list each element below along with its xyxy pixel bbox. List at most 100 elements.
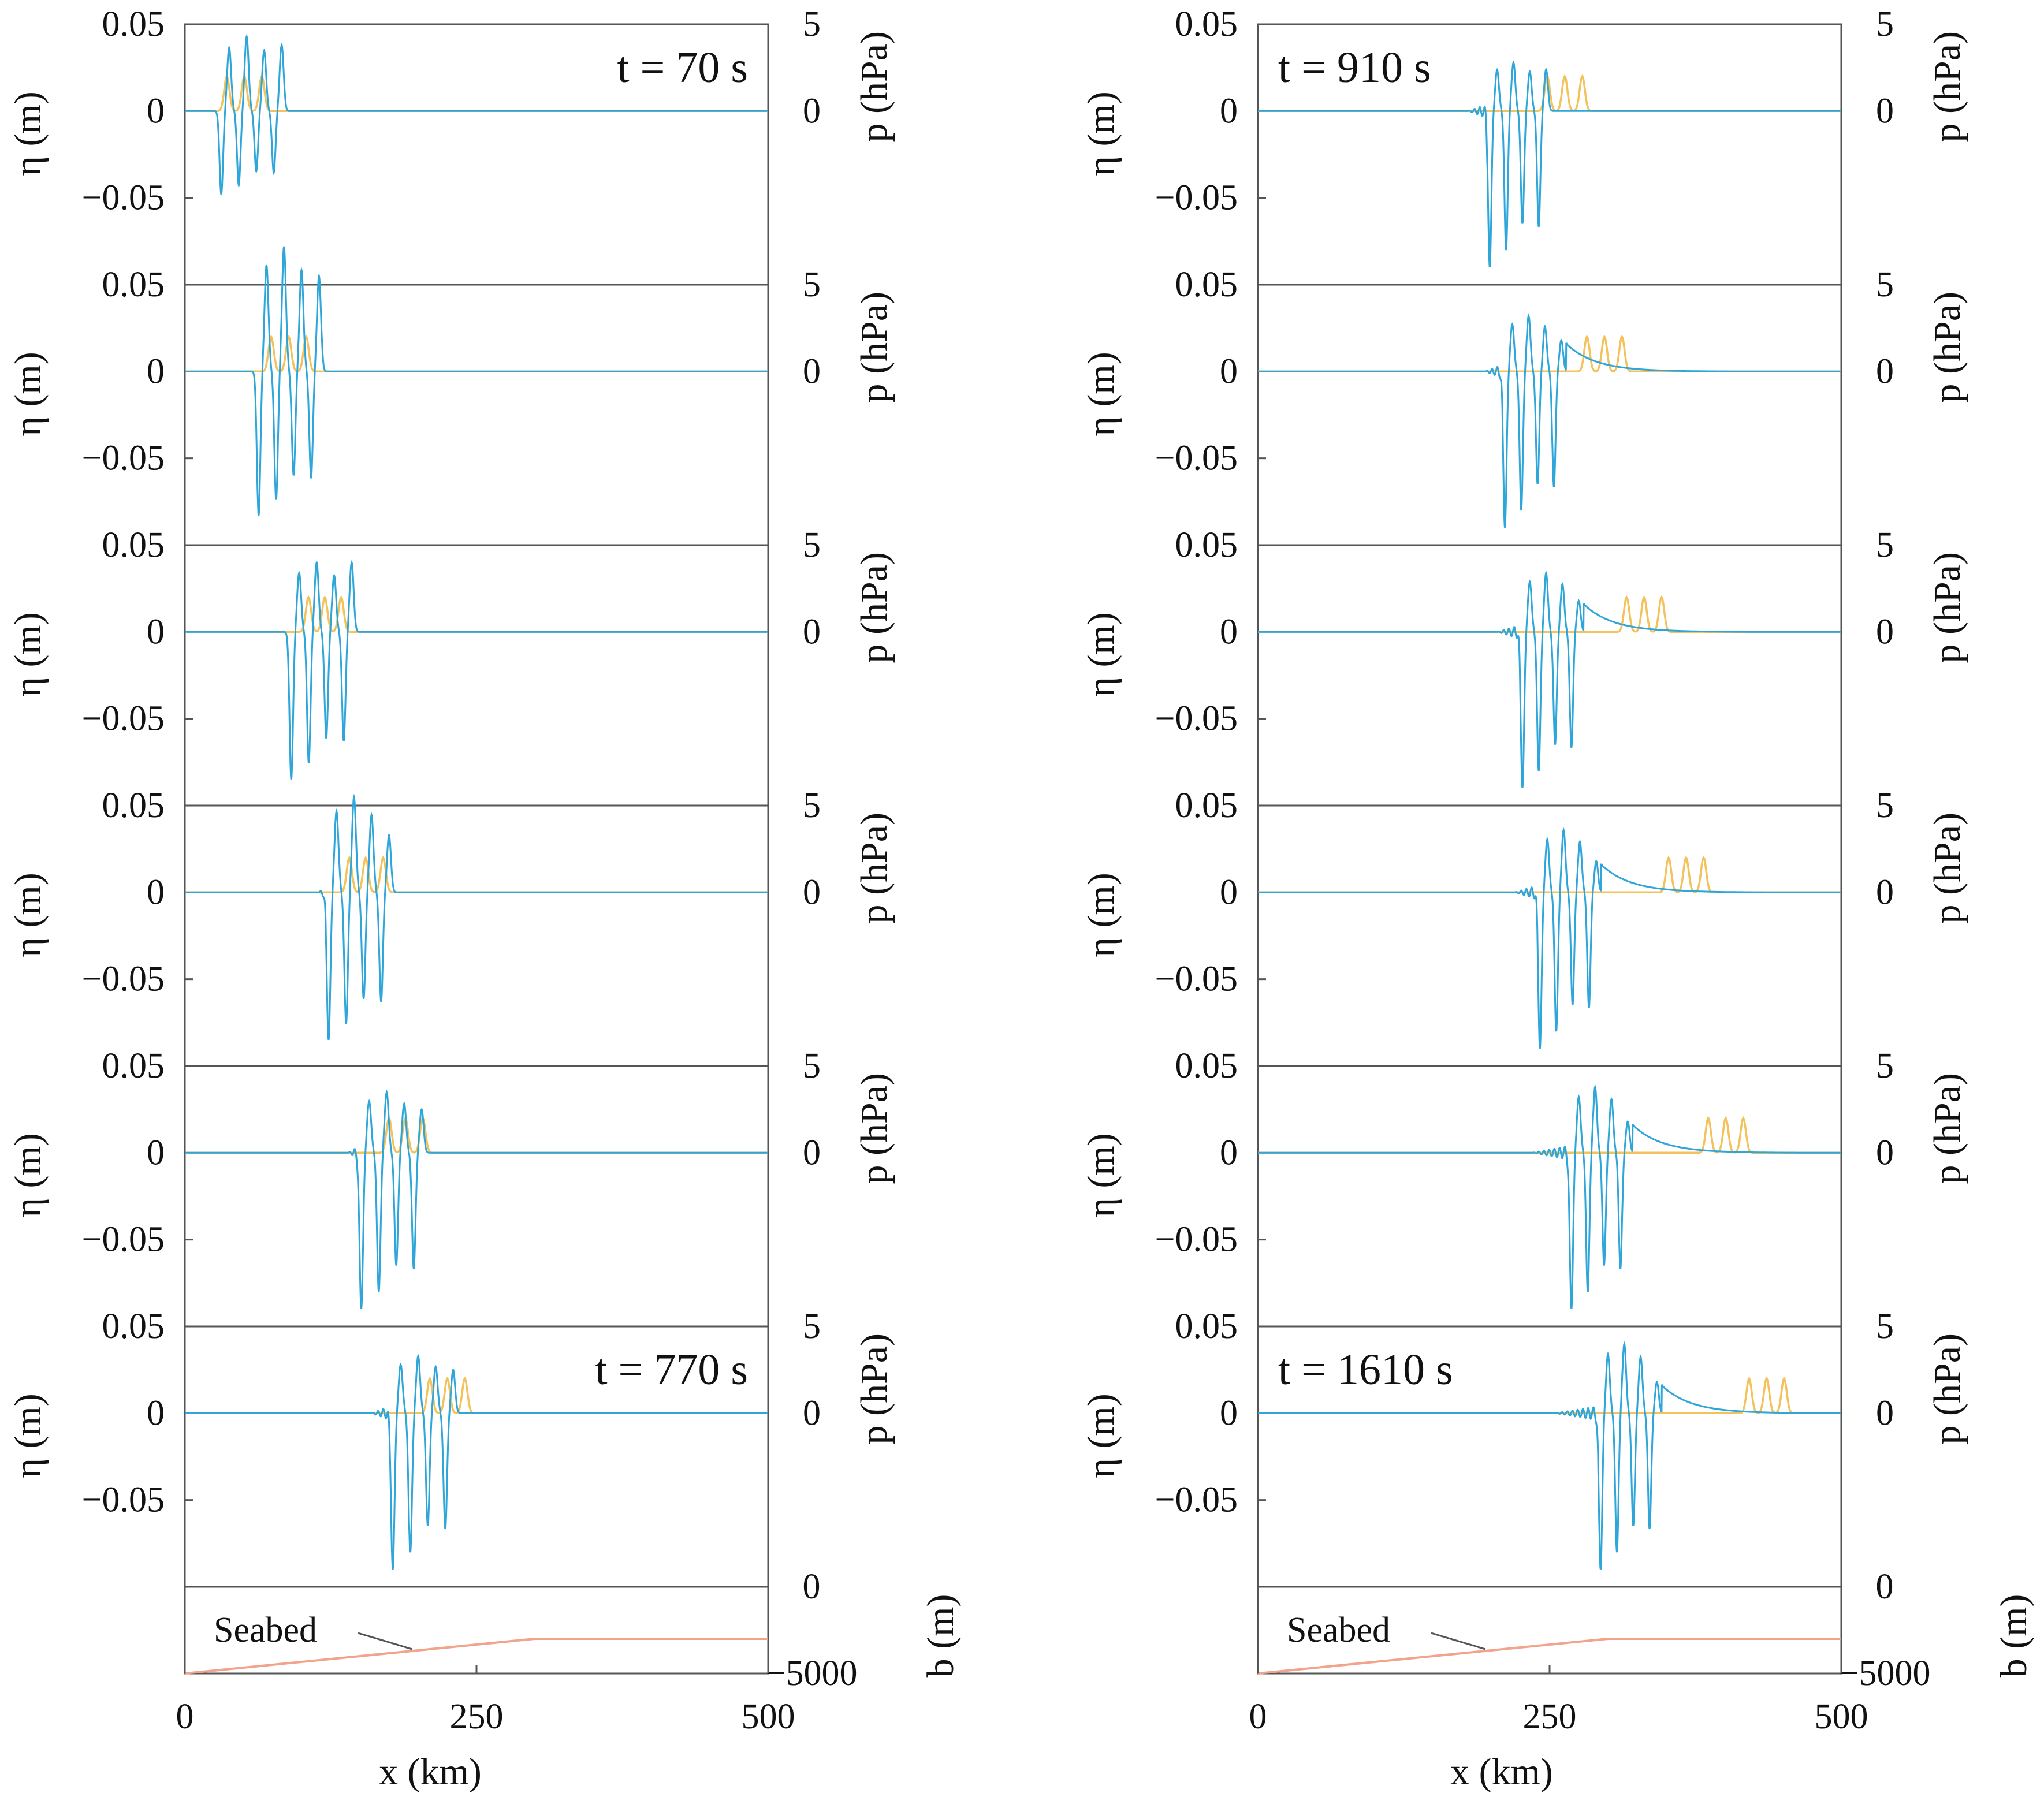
p-tick-label: 0 — [1876, 352, 1894, 391]
eta-axis-label: η (m) — [1080, 1393, 1122, 1478]
eta-tick-label: 0 — [1220, 1393, 1238, 1433]
p-axis-label: p (hPa) — [853, 552, 895, 663]
p-tick-label: 5 — [803, 265, 821, 304]
p-tick-label: 0 — [1876, 91, 1894, 131]
eta-tick-label: 0.05 — [1175, 265, 1238, 304]
p-axis-label: p (hPa) — [853, 1073, 895, 1184]
p-tick-label: 5 — [1876, 525, 1894, 565]
p-tick-label: 5 — [803, 1307, 821, 1346]
eta-axis-label: η (m) — [7, 352, 49, 436]
eta-tick-label: 0.05 — [102, 5, 165, 44]
x-tick-label: 250 — [1523, 1697, 1577, 1736]
p-tick-label: 0 — [803, 91, 821, 131]
p-tick-label: 5 — [803, 1046, 821, 1086]
eta-tick-label: −0.05 — [1155, 178, 1238, 218]
b-tick-label: 0 — [803, 1567, 821, 1606]
p-axis-label: p (hPa) — [853, 292, 895, 402]
panel-frame — [184, 544, 769, 807]
eta-tick-label: 0.05 — [102, 786, 165, 825]
eta-tick-label: 0.05 — [1175, 1307, 1238, 1346]
panel: 0.05 0 −0.05 5 0 η (m) p (hPa) — [7, 786, 895, 1067]
p-tick-label: 5 — [1876, 1307, 1894, 1346]
eta-series-line — [185, 560, 768, 780]
p-axis-label: p (hPa) — [853, 1333, 895, 1444]
seabed-label: Seabed — [214, 1611, 317, 1650]
eta-tick-label: 0.05 — [1175, 525, 1238, 565]
x-tick-label: 500 — [742, 1697, 795, 1736]
p-tick-label: 0 — [1876, 1393, 1894, 1433]
eta-axis-label: η (m) — [7, 873, 49, 957]
x-tick-label: 0 — [1249, 1697, 1267, 1736]
p-tick-label: 5 — [803, 525, 821, 565]
eta-axis-label: η (m) — [1080, 612, 1122, 696]
eta-tick-label: 0 — [147, 873, 165, 912]
eta-tick-label: −0.05 — [82, 699, 165, 739]
panel-frame — [1257, 804, 1842, 1067]
p-axis-label: p (hPa) — [1926, 552, 1968, 663]
eta-tick-label: −0.05 — [82, 1481, 165, 1520]
seabed-line — [184, 1638, 768, 1675]
panel: 0.05 0 −0.05 5 0 η (m) p (hPa) t = 70 s — [7, 5, 895, 286]
pressure-series-line — [1258, 335, 1841, 373]
time-label: t = 1610 s — [1278, 1345, 1453, 1394]
x-tick-label: 500 — [1815, 1697, 1868, 1736]
p-tick-label: 0 — [1876, 1133, 1894, 1172]
p-tick-label: 0 — [803, 612, 821, 651]
seabed-leader-line — [358, 1632, 413, 1650]
eta-tick-label: −0.05 — [82, 439, 165, 478]
p-axis-label: p (hPa) — [1926, 31, 1968, 142]
panel: 0.05 0 −0.05 5 0 η (m) p (hPa) — [7, 246, 895, 546]
p-tick-label: 0 — [803, 1393, 821, 1433]
p-axis-label: p (hPa) — [1926, 292, 1968, 402]
panel-frame — [1257, 284, 1842, 546]
b-tick-label: 0 — [1876, 1567, 1894, 1606]
p-tick-label: 0 — [803, 873, 821, 912]
p-tick-label: 5 — [1876, 265, 1894, 304]
p-tick-label: 0 — [1876, 873, 1894, 912]
eta-tick-label: 0.05 — [1175, 5, 1238, 44]
seabed-line — [1257, 1638, 1841, 1675]
pressure-series-line — [1258, 1116, 1841, 1154]
panel: 0.05 0 −0.05 5 0 η (m) p (hPa) — [1080, 265, 1968, 546]
panel: 0.05 0 −0.05 5 0 η (m) p (hPa) — [1080, 525, 1968, 807]
b-tick-label: −5000 — [1839, 1654, 1931, 1693]
column-1: 0.05 0 −0.05 5 0 η (m) p (hPa) t = 70 s 0.05 0 −0.… — [7, 5, 962, 1736]
b-axis-label: b (m) — [1993, 1594, 2035, 1678]
eta-series-line — [1258, 1084, 1841, 1309]
eta-tick-label: −0.05 — [1155, 699, 1238, 739]
eta-series-line — [185, 1090, 768, 1310]
eta-tick-label: 0 — [1220, 873, 1238, 912]
panel: 0.05 0 −0.05 5 0 η (m) p (hPa) t = 1610 s — [1080, 1307, 1968, 1588]
eta-tick-label: −0.05 — [1155, 960, 1238, 999]
eta-tick-label: 0 — [1220, 1133, 1238, 1172]
p-axis-label: p (hPa) — [1926, 1333, 1968, 1444]
eta-axis-label: η (m) — [7, 1133, 49, 1217]
eta-tick-label: 0.05 — [102, 525, 165, 565]
eta-tick-label: 0 — [147, 1393, 165, 1433]
time-label: t = 70 s — [617, 43, 748, 92]
plot-root: 0.05 0 −0.05 5 0 η (m) p (hPa) t = 70 s 0.05 0 −0.… — [7, 5, 2035, 1736]
eta-series-line — [185, 793, 768, 1041]
pressure-series-line — [185, 1116, 768, 1154]
eta-series-line — [185, 33, 768, 195]
eta-axis-label: η (m) — [7, 612, 49, 696]
p-tick-label: 0 — [803, 1133, 821, 1172]
eta-series-line — [185, 246, 768, 516]
p-tick-label: 0 — [803, 352, 821, 391]
eta-axis-label: η (m) — [7, 1393, 49, 1478]
panel: 0.05 0 −0.05 5 0 η (m) p (hPa) t = 770 s — [7, 1307, 895, 1588]
p-tick-label: 5 — [803, 5, 821, 44]
panel: 0.05 0 −0.05 5 0 η (m) p (hPa) — [7, 1046, 895, 1328]
eta-axis-label: η (m) — [7, 91, 49, 176]
eta-tick-label: 0.05 — [102, 265, 165, 304]
x-axis-label-right: x (km) — [1450, 1751, 1553, 1793]
eta-tick-label: 0.05 — [1175, 1046, 1238, 1086]
seabed-leader-line — [1431, 1632, 1486, 1650]
time-label: t = 770 s — [595, 1345, 748, 1394]
p-axis-label: p (hPa) — [853, 31, 895, 142]
x-axis-label-left: x (km) — [379, 1751, 482, 1793]
panel: 0.05 0 −0.05 5 0 η (m) p (hPa) t = 910 s — [1080, 5, 1968, 286]
eta-tick-label: −0.05 — [1155, 439, 1238, 478]
time-label: t = 910 s — [1278, 43, 1431, 92]
panel: 0.05 0 −0.05 5 0 η (m) p (hPa) — [7, 525, 895, 807]
